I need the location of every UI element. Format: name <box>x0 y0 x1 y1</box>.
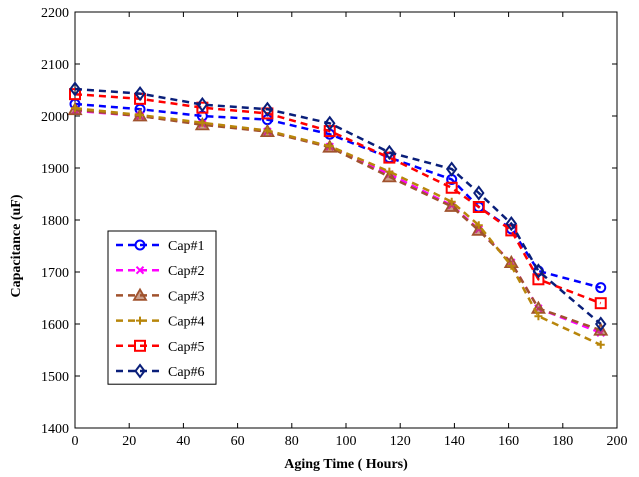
series-line <box>74 102 602 289</box>
data-point <box>505 215 518 232</box>
legend-label: Cap#3 <box>168 289 205 304</box>
series-layer <box>67 81 609 349</box>
x-tick-label: 0 <box>72 434 79 449</box>
data-point <box>507 261 516 270</box>
data-point <box>447 197 456 206</box>
data-point <box>445 181 458 194</box>
x-tick-label: 100 <box>336 434 357 449</box>
legend-item: Cap#5 <box>116 339 205 355</box>
y-tick-label: 1700 <box>41 266 69 281</box>
x-tick-label: 160 <box>498 434 519 449</box>
x-tick-label: 180 <box>552 434 573 449</box>
legend-marker <box>134 339 146 352</box>
x-tick-label: 60 <box>231 434 245 449</box>
y-tick-label: 1800 <box>41 214 69 229</box>
data-point <box>134 85 146 102</box>
data-point <box>594 297 607 310</box>
data-point <box>445 161 458 177</box>
data-point <box>136 110 145 119</box>
legend-marker <box>134 363 146 379</box>
data-point <box>71 104 79 113</box>
data-point <box>474 221 483 230</box>
legend-marker <box>132 287 148 301</box>
x-axis-title: Aging Time ( Hours) <box>284 457 408 472</box>
data-point <box>534 312 543 321</box>
legend-item: Cap#4 <box>116 315 205 330</box>
data-point <box>323 115 336 131</box>
data-point <box>69 81 81 97</box>
data-point <box>473 185 485 201</box>
legend-label: Cap#2 <box>168 264 205 279</box>
data-point <box>385 167 394 176</box>
y-axis-title: Capacitance (uF) <box>9 194 24 297</box>
legend-label: Cap#6 <box>168 365 205 380</box>
legend-label: Cap#4 <box>168 315 205 330</box>
x-tick-label: 200 <box>607 434 628 449</box>
x-tick-label: 20 <box>122 434 136 449</box>
y-tick-label: 2200 <box>41 6 69 21</box>
series-6 <box>69 81 607 332</box>
data-point <box>263 126 272 135</box>
legend-label: Cap#5 <box>168 340 205 355</box>
x-tick-label: 120 <box>390 434 411 449</box>
data-point <box>323 125 336 138</box>
y-tick-label: 1400 <box>41 422 69 437</box>
legend-item: Cap#1 <box>116 239 205 254</box>
series-line <box>74 106 602 346</box>
legend-marker <box>135 265 145 275</box>
x-tick-label: 140 <box>444 434 465 449</box>
data-point <box>596 340 605 349</box>
legend-marker <box>134 239 146 251</box>
y-tick-label: 2100 <box>41 58 69 73</box>
legend-label: Cap#1 <box>168 239 205 254</box>
data-point <box>383 144 396 161</box>
data-point <box>532 273 545 286</box>
data-point <box>532 263 545 279</box>
data-point <box>325 142 334 151</box>
legend-marker <box>136 316 144 325</box>
data-point <box>381 169 397 183</box>
legend-item: Cap#2 <box>116 264 205 279</box>
data-point <box>595 282 607 294</box>
y-tick-label: 1500 <box>41 370 69 385</box>
data-point <box>196 96 209 113</box>
y-tick-label: 1900 <box>41 162 69 177</box>
data-point <box>472 201 485 213</box>
data-point <box>198 118 207 127</box>
legend-box <box>107 230 217 385</box>
axes-layer: 0 20 40 60 80 100 120 140 160 180 200 1400 1500 1600 1… <box>41 6 628 449</box>
series-4 <box>71 104 605 349</box>
x-tick-label: 80 <box>285 434 299 449</box>
legend: Cap#1 Cap#2 Cap#3 Cap#4 Cap#5 Cap#6 <box>107 230 217 385</box>
y-tick-label: 1600 <box>41 318 69 333</box>
data-point <box>383 151 396 164</box>
y-tick-label: 2000 <box>41 110 69 125</box>
data-point <box>594 316 607 332</box>
x-tick-label: 40 <box>176 434 190 449</box>
series-line <box>74 92 602 305</box>
legend-item: Cap#3 <box>116 287 205 304</box>
legend-item: Cap#6 <box>116 363 205 380</box>
data-point <box>261 101 274 117</box>
data-point <box>196 101 209 114</box>
